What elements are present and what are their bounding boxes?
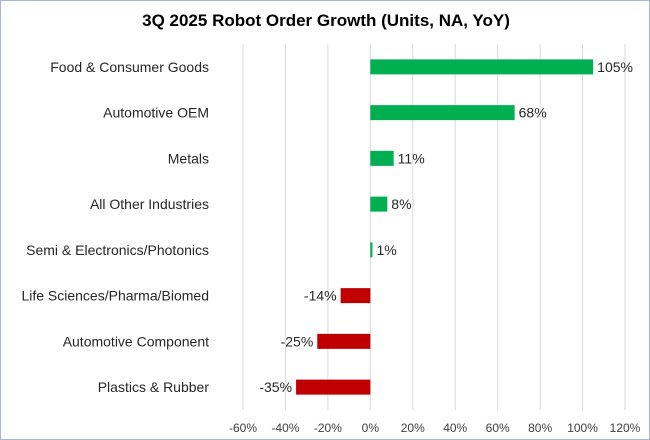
category-label: Automotive OEM — [103, 105, 209, 121]
x-tick-label: 0% — [362, 421, 380, 435]
bar — [317, 333, 371, 349]
category-label: Life Sciences/Pharma/Biomed — [21, 288, 209, 304]
category-label: Metals — [168, 150, 209, 166]
category-label: Food & Consumer Goods — [50, 59, 209, 75]
x-tick-label: 120% — [610, 421, 641, 435]
x-tick-label: -60% — [229, 421, 257, 435]
bars: 105% 68% 11% 8% 1% -14% -25% -35% — [259, 59, 633, 395]
bar — [296, 379, 371, 395]
data-label: 1% — [376, 242, 396, 258]
bar — [340, 288, 371, 304]
x-tick-label: 60% — [486, 421, 510, 435]
gridlines — [242, 44, 626, 410]
data-label: 68% — [519, 105, 547, 121]
data-label: 8% — [391, 196, 411, 212]
x-tick-label: 40% — [443, 421, 467, 435]
data-label: -25% — [281, 333, 314, 349]
x-tick-label: 20% — [401, 421, 425, 435]
category-label: Plastics & Rubber — [98, 379, 210, 395]
data-label: 11% — [398, 150, 425, 166]
bar — [370, 242, 373, 258]
chart-title: 3Q 2025 Robot Order Growth (Units, NA, Y… — [142, 11, 510, 30]
x-tick-label: -20% — [314, 421, 342, 435]
category-label: All Other Industries — [90, 196, 209, 212]
data-label: -14% — [304, 288, 337, 304]
bar — [370, 196, 388, 212]
x-tick-label: 80% — [528, 421, 552, 435]
x-tick-label: -40% — [271, 421, 299, 435]
bar — [370, 150, 394, 166]
data-label: -35% — [259, 379, 292, 395]
x-tick-label: 100% — [567, 421, 598, 435]
category-label: Semi & Electronics/Photonics — [26, 242, 209, 258]
bar — [370, 105, 515, 121]
category-label: Automotive Component — [63, 333, 209, 349]
x-axis-ticks: -60% -40% -20% 0% 20% 40% 60% 80% 100% 120% — [229, 421, 641, 435]
category-labels: Food & Consumer Goods Automotive OEM Metal… — [21, 59, 209, 395]
bar — [370, 59, 594, 75]
data-label: 105% — [597, 59, 633, 75]
